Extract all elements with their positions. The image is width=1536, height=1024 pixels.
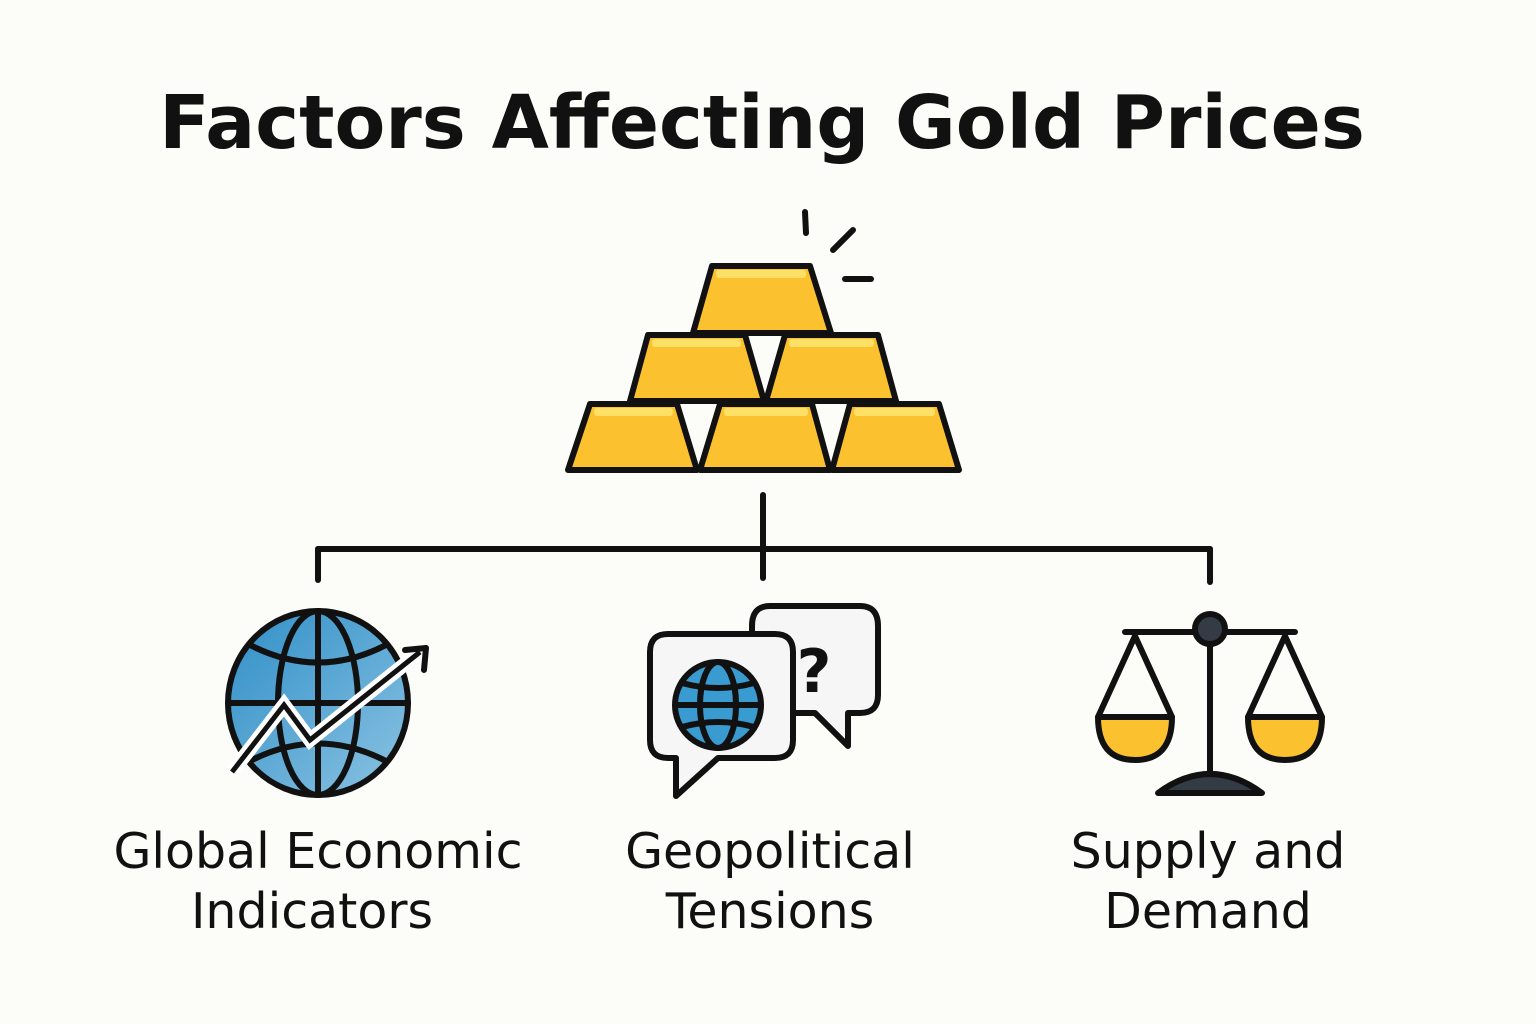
page-title: Factors Affecting Gold Prices <box>159 80 1365 166</box>
factor-label-supply-demand: Supply and <box>1071 823 1346 880</box>
speech-bubbles-globe-question-icon: ? <box>647 603 881 799</box>
factor-label-global-economic: Global Economic <box>113 823 522 880</box>
gold-bars-stack-icon <box>565 209 962 473</box>
small-globe-icon <box>672 659 764 751</box>
factor-label-global-economic-line2: Indicators <box>191 883 433 940</box>
balance-scale-icon <box>1095 611 1325 796</box>
connector-lines <box>315 492 1213 585</box>
question-mark-icon: ? <box>797 637 832 707</box>
sparkle-icon <box>802 209 874 282</box>
factor-label-geopolitical-line2: Tensions <box>665 883 875 940</box>
factor-label-geopolitical: Geopolitical <box>625 823 915 880</box>
globe-trend-arrow-icon <box>225 608 429 798</box>
factor-label-supply-demand-line2: Demand <box>1104 883 1312 940</box>
